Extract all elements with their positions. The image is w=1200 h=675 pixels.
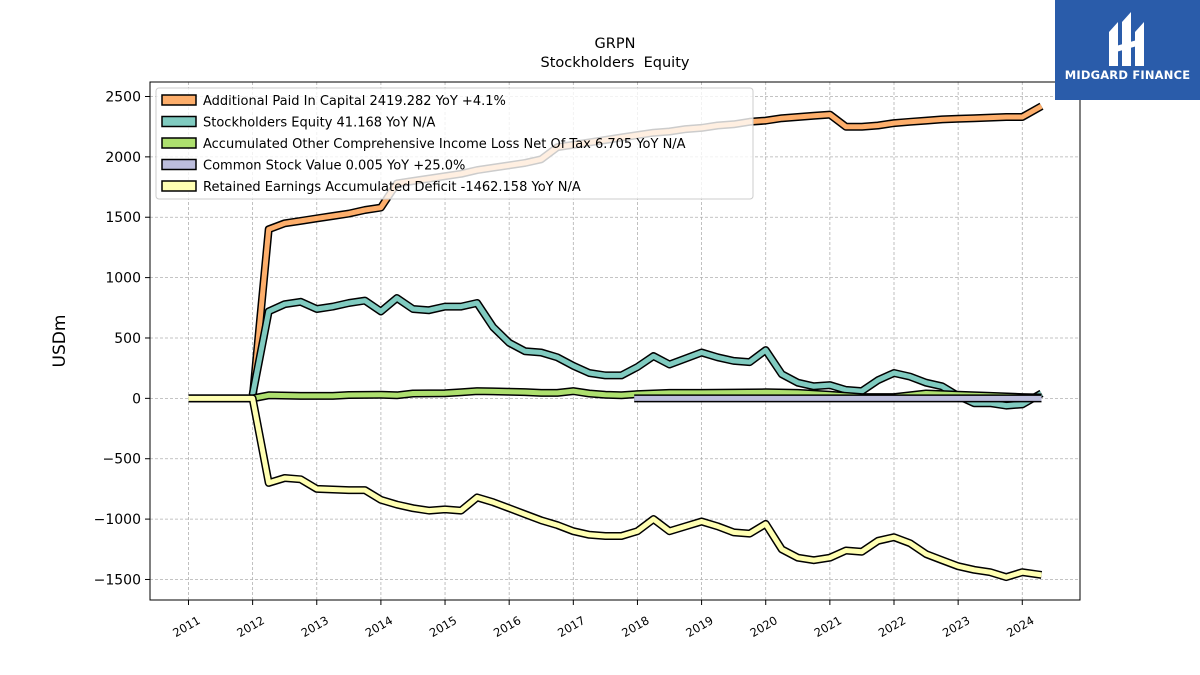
y-tick-label: 500 — [114, 331, 141, 347]
legend-label: Common Stock Value 0.005 YoY +25.0% — [203, 159, 465, 174]
legend-swatch — [161, 137, 197, 149]
legend: Additional Paid In Capital 2419.282 YoY … — [155, 87, 754, 200]
x-tick-label: 2023 — [940, 613, 972, 640]
x-tick-label: 2016 — [491, 613, 523, 640]
y-tick-label: −1500 — [94, 572, 141, 588]
x-tick-label: 2019 — [683, 613, 715, 640]
chart-title: GRPN — [595, 36, 636, 52]
midgard-finance-logo: MIDGARD FINANCE — [1055, 0, 1200, 100]
x-tick-label: 2022 — [876, 613, 908, 640]
y-tick-label: 1000 — [105, 271, 141, 287]
legend-label: Stockholders Equity 41.168 YoY N/A — [203, 116, 435, 131]
logo-mark-icon — [1109, 12, 1144, 66]
series-line-outline — [248, 294, 1044, 410]
y-tick-label: 0 — [132, 391, 141, 407]
legend-label: Accumulated Other Comprehensive Income L… — [203, 137, 686, 152]
legend-swatch — [161, 158, 197, 171]
x-tick-label: 2013 — [299, 613, 331, 640]
legend-label: Retained Earnings Accumulated Deficit -1… — [203, 180, 581, 195]
y-tick-label: −500 — [103, 452, 141, 468]
series-equity — [248, 294, 1044, 410]
y-tick-label: 2000 — [105, 150, 141, 166]
x-tick-label: 2024 — [1004, 613, 1036, 640]
plot-frame — [149, 81, 1081, 601]
x-tick-label: 2018 — [619, 613, 651, 640]
legend-label: Additional Paid In Capital 2419.282 YoY … — [203, 94, 506, 109]
x-tick-label: 2012 — [234, 613, 266, 640]
x-tick-label: 2011 — [170, 613, 202, 640]
y-axis-label: USDm — [50, 315, 70, 368]
x-tick-label: 2021 — [812, 613, 844, 640]
y-axis-ticks: 2500 2000 1500 1000 500 0 −500 −1000 −1500 — [94, 89, 150, 588]
logo-text: MIDGARD FINANCE — [1064, 68, 1191, 82]
x-tick-label: 2017 — [555, 613, 587, 640]
chart-subtitle: Stockholders Equity — [541, 55, 690, 71]
series-lines — [188, 102, 1044, 582]
y-tick-label: 2500 — [105, 89, 141, 105]
legend-swatch — [161, 115, 197, 128]
y-tick-label: −1000 — [94, 512, 141, 528]
series-line — [188, 395, 1042, 580]
series-retained — [188, 394, 1043, 582]
legend-swatch — [161, 94, 197, 106]
x-tick-label: 2015 — [427, 613, 459, 640]
y-tick-label: 1500 — [105, 210, 141, 226]
x-axis-ticks: 2011 2012 2013 2014 2015 2016 2017 2018 2019 2020… — [170, 600, 1036, 640]
legend-swatch — [161, 180, 197, 192]
legend-box — [155, 87, 754, 200]
x-tick-label: 2020 — [748, 613, 780, 640]
series-line — [250, 295, 1043, 409]
x-tick-label: 2014 — [363, 613, 395, 640]
